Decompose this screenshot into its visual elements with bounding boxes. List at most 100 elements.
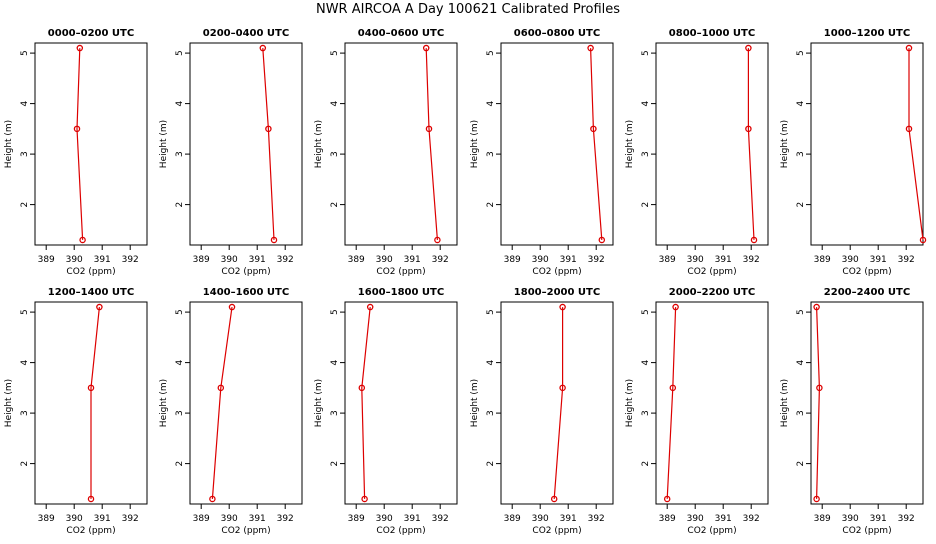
- y-tick-label: 3: [175, 151, 185, 157]
- panel-title: 2200–2400 UTC: [824, 287, 910, 298]
- series-line: [553, 307, 564, 499]
- y-tick-label: 4: [486, 100, 496, 106]
- x-axis-label: CO2 (ppm): [532, 526, 581, 536]
- plot-frame: [810, 42, 924, 246]
- y-tick-label: 2: [796, 202, 806, 208]
- x-tick-label: 390: [687, 514, 704, 524]
- series-line: [76, 48, 84, 240]
- x-tick-label: 392: [588, 514, 605, 524]
- x-tick-label: 390: [532, 255, 549, 265]
- x-tick-label: 392: [277, 255, 294, 265]
- x-axis-label: CO2 (ppm): [221, 526, 270, 536]
- panel-4: 0600–0800 UTC 389 390 391 392 2 3 4 5 CO2 (ppm) He…: [470, 28, 614, 277]
- y-tick-label: 2: [20, 461, 30, 467]
- y-tick-label: 3: [486, 151, 496, 157]
- y-tick-label: 4: [796, 359, 806, 365]
- data-point: [672, 303, 679, 311]
- y-axis-label: Height (m): [470, 120, 480, 168]
- x-tick-label: 391: [560, 514, 577, 524]
- y-tick-label: 5: [20, 50, 30, 56]
- data-point: [559, 303, 566, 311]
- x-tick-label: 390: [221, 514, 238, 524]
- y-tick-label: 2: [330, 461, 340, 467]
- x-tick-label: 392: [743, 514, 760, 524]
- y-tick-label: 3: [796, 151, 806, 157]
- data-point: [745, 44, 752, 52]
- y-axis-label: Height (m): [470, 379, 480, 427]
- data-point: [550, 495, 558, 503]
- x-tick-label: 389: [659, 514, 676, 524]
- y-tick-label: 2: [796, 461, 806, 467]
- panel-2: 0200–0400 UTC 389 390 391 392 2 3 4 5 CO2 (ppm) He…: [159, 28, 303, 277]
- data-point: [813, 303, 820, 311]
- x-axis-label: CO2 (ppm): [66, 526, 115, 536]
- x-tick-label: 389: [193, 514, 210, 524]
- y-tick-label: 5: [175, 309, 185, 315]
- data-point: [361, 495, 368, 503]
- x-tick-label: 390: [376, 514, 393, 524]
- y-tick-label: 3: [486, 410, 496, 416]
- x-tick-label: 392: [588, 255, 605, 265]
- y-tick-label: 4: [20, 359, 30, 365]
- x-tick-label: 391: [404, 255, 421, 265]
- x-tick-label: 389: [193, 255, 210, 265]
- data-point: [434, 236, 441, 244]
- panel-title: 1000–1200 UTC: [824, 28, 910, 39]
- plot-frame: [500, 42, 614, 246]
- y-tick-label: 4: [330, 100, 340, 106]
- panel-1: 0000–0200 UTC 389 390 391 392 2 3 4 5 CO2 (ppm) He…: [4, 28, 148, 277]
- y-tick-label: 3: [796, 410, 806, 416]
- y-tick-label: 4: [330, 359, 340, 365]
- x-tick-label: 392: [122, 514, 139, 524]
- y-tick-label: 5: [796, 309, 806, 315]
- y-tick-label: 5: [486, 50, 496, 56]
- y-tick-label: 3: [330, 151, 340, 157]
- y-tick-label: 3: [20, 151, 30, 157]
- series-line: [590, 48, 603, 240]
- data-point: [96, 303, 103, 311]
- figure-title: NWR AIRCOA A Day 100621 Calibrated Profi…: [315, 2, 621, 17]
- x-tick-label: 390: [532, 514, 549, 524]
- panel-11: 2000–2200 UTC 389 390 391 392 2 3 4 5 CO2 (ppm) He…: [625, 287, 769, 536]
- data-point: [228, 303, 236, 311]
- y-tick-label: 2: [20, 202, 30, 208]
- y-axis-label: Height (m): [4, 120, 14, 168]
- x-axis-label: CO2 (ppm): [687, 267, 736, 277]
- x-tick-label: 391: [94, 255, 111, 265]
- y-tick-label: 2: [175, 202, 185, 208]
- x-tick-label: 389: [38, 255, 55, 265]
- plot-frame: [344, 42, 458, 246]
- x-tick-label: 390: [66, 255, 83, 265]
- x-tick-label: 391: [94, 514, 111, 524]
- data-point: [590, 125, 597, 133]
- x-axis-label: CO2 (ppm): [221, 267, 270, 277]
- data-point: [669, 384, 677, 392]
- plot-frame: [344, 301, 458, 505]
- x-tick-label: 391: [404, 514, 421, 524]
- x-tick-label: 390: [842, 255, 859, 265]
- x-tick-label: 391: [249, 514, 266, 524]
- x-axis-label: CO2 (ppm): [376, 526, 425, 536]
- panel-title: 0400–0600 UTC: [358, 28, 444, 39]
- x-tick-label: 391: [715, 514, 732, 524]
- y-tick-label: 2: [486, 202, 496, 208]
- panel-3: 0400–0600 UTC 389 390 391 392 2 3 4 5 CO2 (ppm) He…: [314, 28, 458, 277]
- y-axis-label: Height (m): [625, 379, 635, 427]
- panel-5: 0800–1000 UTC 389 390 391 392 2 3 4 5 CO2 (ppm) He…: [625, 28, 769, 277]
- x-axis-label: CO2 (ppm): [376, 267, 425, 277]
- series-line: [211, 307, 233, 499]
- x-tick-label: 389: [814, 514, 831, 524]
- x-tick-label: 390: [221, 255, 238, 265]
- panel-title: 0600–0800 UTC: [514, 28, 600, 39]
- series-line: [908, 48, 924, 240]
- y-tick-label: 5: [330, 309, 340, 315]
- data-point: [598, 236, 606, 244]
- data-point: [750, 236, 758, 244]
- plot-frame: [34, 301, 148, 505]
- y-tick-label: 5: [330, 50, 340, 56]
- panel-title: 1400–1600 UTC: [203, 287, 289, 298]
- data-point: [87, 495, 95, 503]
- x-tick-label: 390: [687, 255, 704, 265]
